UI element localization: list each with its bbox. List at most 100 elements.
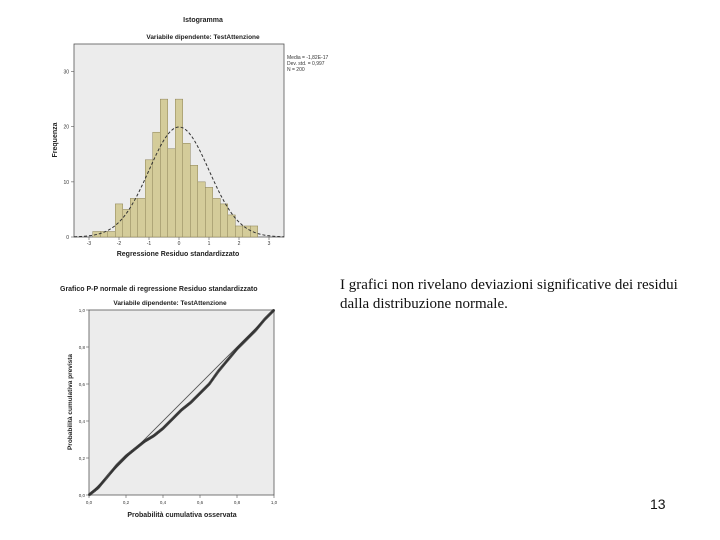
pp-point: [163, 424, 167, 428]
histogram-bar: [197, 181, 206, 238]
histogram-x-tick-label: 3: [268, 241, 271, 247]
pp-point: [176, 411, 180, 415]
pp-point: [90, 490, 94, 494]
slide-body-text: I grafici non rivelano deviazioni signif…: [340, 277, 678, 312]
pp-point: [136, 444, 141, 448]
pp-point: [135, 446, 139, 450]
pp-point: [160, 427, 165, 431]
pp-point: [263, 317, 267, 321]
pp-plot-chart: Grafico P-P normale di regressione Resid…: [60, 286, 278, 519]
pp-point: [247, 335, 251, 339]
pp-point: [200, 389, 204, 393]
pp-point: [116, 462, 120, 466]
pp-point: [236, 345, 240, 350]
pp-point: [173, 415, 177, 419]
pp-point: [172, 416, 176, 420]
pp-point: [137, 443, 141, 447]
pp-point: [164, 423, 168, 427]
histogram-x-tick-label: -1: [147, 241, 152, 247]
pp-point: [264, 316, 268, 320]
histogram-x-tick-label: 2: [238, 241, 241, 247]
pp-point: [203, 386, 207, 390]
pp-point: [129, 450, 133, 454]
pp-point: [185, 403, 190, 407]
pp-point: [268, 312, 272, 316]
pp-point: [192, 397, 196, 401]
pp-point: [202, 387, 206, 391]
pp-point: [238, 344, 242, 348]
pp-point: [120, 458, 124, 462]
normal-curve: [73, 126, 285, 238]
pp-x-tick-label: 0,8: [234, 500, 241, 505]
pp-point: [119, 459, 123, 463]
pp-point: [139, 442, 143, 446]
histogram-x-tick-label: -2: [117, 241, 122, 247]
pp-plot-title: Grafico P-P normale di regressione Resid…: [60, 286, 257, 293]
pp-point: [92, 489, 96, 493]
pp-point: [118, 460, 122, 464]
pp-point: [127, 452, 131, 456]
pp-point: [156, 430, 160, 435]
pp-y-tick-label: 0,0: [79, 493, 86, 498]
histogram-bar: [212, 198, 221, 238]
pp-point: [243, 339, 247, 343]
pp-point: [167, 420, 171, 424]
histogram-title: Istogramma: [183, 17, 223, 24]
pp-point: [136, 445, 140, 449]
pp-point: [182, 406, 186, 410]
pp-y-tick-label: 0,2: [79, 456, 86, 461]
pp-point: [170, 418, 174, 422]
pp-point: [153, 433, 157, 437]
pp-point: [244, 338, 248, 342]
pp-point: [162, 425, 166, 429]
pp-point: [154, 432, 158, 436]
pp-point: [133, 447, 137, 451]
pp-point: [189, 400, 193, 404]
pp-point: [266, 314, 270, 318]
pp-point: [181, 407, 185, 411]
pp-point: [246, 336, 250, 340]
pp-point: [197, 393, 201, 397]
pp-x-tick-label: 0,0: [86, 500, 93, 505]
pp-point: [94, 487, 98, 491]
pp-point: [161, 426, 166, 430]
pp-point: [123, 455, 127, 460]
histogram-bar: [235, 225, 243, 238]
pp-y-tick-label: 0,4: [79, 419, 86, 424]
histogram-y-axis-label: Frequenza: [52, 122, 59, 157]
pp-point: [166, 421, 170, 425]
pp-point: [126, 452, 130, 456]
histogram-bar: [190, 165, 198, 238]
pp-point: [157, 430, 161, 434]
pp-point: [158, 429, 162, 433]
histogram-y-tick-label: 20: [63, 125, 69, 131]
pp-point: [96, 486, 100, 490]
pp-point: [188, 401, 192, 405]
pp-point: [93, 488, 97, 492]
pp-point: [271, 308, 276, 313]
histogram-bar: [167, 148, 176, 238]
histogram-legend: Media = -1,82E-17 Dev. std. = 0,997 N = …: [287, 55, 328, 73]
pp-point: [205, 384, 209, 388]
pp-point: [195, 394, 199, 399]
histogram-bar: [242, 225, 251, 238]
legend-n: N = 200: [287, 67, 305, 73]
pp-point: [159, 428, 163, 432]
pp-point: [204, 385, 208, 389]
pp-point: [115, 463, 119, 467]
pp-point: [160, 427, 164, 432]
histogram-bar: [227, 214, 236, 238]
pp-y-tick-label: 0,8: [79, 345, 86, 350]
pp-point: [185, 404, 189, 408]
histogram-subtitle: Variabile dipendente: TestAttenzione: [146, 34, 260, 41]
histogram-x-tick-label: 1: [208, 241, 211, 247]
histogram-bar: [182, 143, 191, 238]
pp-point: [95, 487, 99, 491]
pp-point: [165, 422, 169, 426]
pp-plot-subtitle: Variabile dipendente: TestAttenzione: [113, 300, 227, 307]
pp-point: [91, 490, 95, 494]
histogram-y-tick-label: 0: [66, 235, 69, 241]
histogram-x-tick-label: -3: [87, 241, 92, 247]
pp-point: [152, 433, 156, 437]
pp-point: [265, 315, 269, 319]
